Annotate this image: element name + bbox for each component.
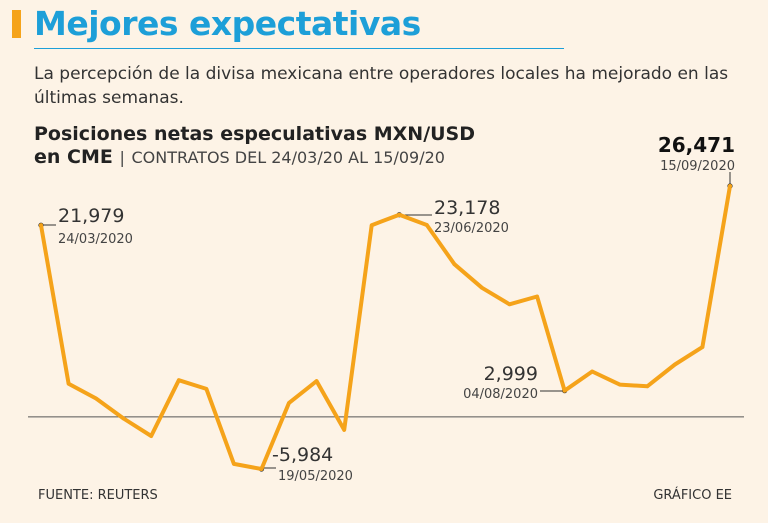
title-accent-bar [12, 10, 21, 38]
series-line-posiciones-netas [39, 184, 732, 471]
data-point [369, 223, 374, 227]
annotation-date: 24/03/2020 [58, 232, 133, 247]
chart-title-line2: en CME [34, 146, 113, 168]
data-point [66, 381, 71, 386]
page-subtitle: La percepción de la divisa mexicana entr… [34, 64, 729, 108]
data-point [673, 362, 677, 367]
annotation-value: 26,471 [658, 133, 735, 157]
annotation-value: -5,984 [272, 444, 333, 466]
data-point [590, 369, 594, 374]
chart-title-line2-wrap: en CME | CONTRATOS DEL 24/03/20 AL 15/09… [34, 146, 475, 169]
data-point [397, 212, 402, 217]
graphic-credit: GRÁFICO EE [653, 488, 732, 503]
data-point [121, 416, 126, 421]
data-point [204, 387, 209, 391]
annotation-leaders [38, 172, 733, 472]
data-point [94, 396, 98, 401]
annotation-value: 23,178 [434, 197, 500, 219]
source-note: FUENTE: REUTERS [38, 488, 158, 503]
annotation-value: 21,979 [58, 205, 124, 227]
chart-title-separator: | [119, 148, 125, 167]
data-point [480, 285, 484, 290]
data-point [645, 384, 650, 389]
data-point [259, 467, 264, 471]
chart-date-range: CONTRATOS DEL 24/03/20 AL 15/09/20 [131, 148, 445, 167]
data-point [177, 378, 181, 382]
data-point [39, 223, 43, 227]
data-point [452, 262, 457, 267]
series-points [39, 184, 732, 471]
chart-title-line1: Posiciones netas especulativas MXN/USD [34, 123, 476, 145]
data-point [507, 302, 512, 307]
data-point [700, 345, 705, 349]
title-rule [34, 48, 564, 49]
annotation-value: 2,999 [484, 363, 538, 385]
data-point [287, 401, 291, 405]
annotation-date: 04/08/2020 [463, 387, 538, 402]
data-point [314, 379, 319, 383]
data-point [728, 184, 732, 188]
page-title: Mejores expectativas [34, 4, 421, 43]
data-point [232, 462, 236, 466]
data-point [562, 388, 567, 393]
data-point [617, 382, 622, 387]
annotation-date: 23/06/2020 [434, 221, 509, 236]
data-point [342, 428, 346, 432]
annotation-labels: 21,979 24/03/2020 -5,984 19/05/2020 23,178 23… [58, 133, 735, 484]
data-point [425, 223, 429, 227]
data-point [535, 294, 539, 299]
chart-title: Posiciones netas especulativas MXN/USD e… [34, 123, 475, 169]
annotation-date: 19/05/2020 [278, 469, 353, 484]
data-point [149, 434, 154, 438]
annotation-date: 15/09/2020 [660, 159, 735, 174]
